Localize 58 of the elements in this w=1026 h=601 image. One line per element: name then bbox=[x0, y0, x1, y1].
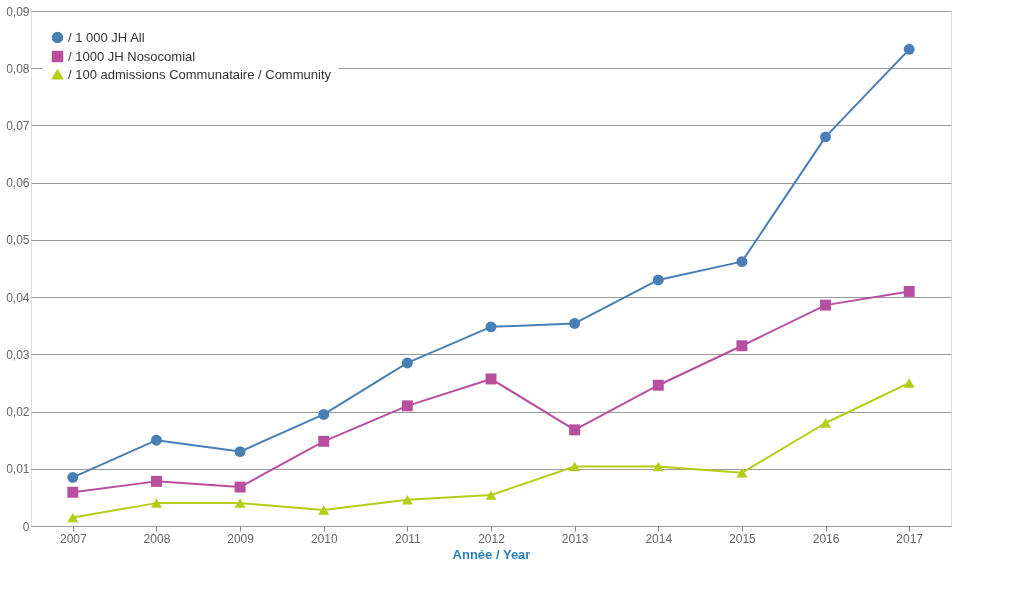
point bbox=[150, 498, 162, 508]
point bbox=[903, 285, 915, 297]
y-tick-label: 0,09 bbox=[6, 4, 30, 19]
x-tick-label: 2012 bbox=[478, 531, 506, 546]
point bbox=[401, 357, 413, 369]
point bbox=[485, 321, 497, 333]
point bbox=[318, 408, 330, 420]
x-tick-label: 2011 bbox=[394, 531, 422, 546]
x-tick-label: 2015 bbox=[729, 531, 757, 546]
point bbox=[652, 379, 664, 391]
x-tick-label: 2013 bbox=[561, 531, 589, 546]
legend-label: / 1 000 JH All bbox=[68, 29, 145, 45]
point bbox=[485, 490, 497, 500]
point bbox=[903, 378, 915, 388]
point bbox=[820, 131, 832, 143]
point bbox=[569, 424, 581, 436]
y-tick-label: 0,01 bbox=[6, 462, 30, 477]
point bbox=[150, 475, 162, 487]
point bbox=[67, 471, 79, 483]
point bbox=[234, 446, 246, 458]
y-tick-label: 0,06 bbox=[6, 176, 30, 191]
x-tick-label: 2008 bbox=[143, 531, 171, 546]
y-tick-label: 0,08 bbox=[6, 61, 30, 76]
x-tick-label: 2009 bbox=[227, 531, 255, 546]
point bbox=[318, 435, 330, 447]
y-tick-label: 0 bbox=[22, 519, 30, 534]
point bbox=[736, 468, 748, 478]
y-tick-label: 0,05 bbox=[6, 233, 30, 248]
x-tick-label: 2007 bbox=[59, 531, 87, 546]
point bbox=[736, 256, 748, 268]
x-tick-label: 2016 bbox=[812, 531, 840, 546]
y-tick-label: 0,04 bbox=[6, 290, 30, 305]
x-tick-label: 2010 bbox=[310, 531, 338, 546]
legend-label: / 100 admissions Communataire / Community bbox=[68, 66, 332, 82]
point bbox=[67, 512, 79, 523]
y-tick-label: 0,03 bbox=[6, 347, 30, 362]
point bbox=[318, 505, 330, 515]
y-tick-label: 0,07 bbox=[6, 118, 30, 133]
x-axis-title: Année / Year bbox=[452, 546, 531, 562]
point bbox=[401, 400, 413, 412]
point bbox=[401, 494, 413, 505]
point bbox=[652, 461, 664, 472]
point bbox=[903, 43, 915, 55]
point bbox=[485, 373, 497, 385]
point bbox=[820, 418, 832, 428]
point bbox=[820, 299, 832, 311]
point bbox=[736, 340, 748, 352]
x-tick-label: 2017 bbox=[896, 531, 924, 546]
point bbox=[652, 274, 664, 286]
x-tick-label: 2014 bbox=[645, 531, 673, 546]
y-tick-label: 0,02 bbox=[6, 405, 30, 420]
point bbox=[569, 461, 581, 472]
legend-label: / 1000 JH Nosocomial bbox=[68, 48, 196, 64]
point bbox=[234, 481, 246, 493]
point bbox=[150, 434, 162, 446]
point bbox=[67, 486, 79, 498]
point bbox=[234, 498, 246, 508]
point bbox=[569, 317, 581, 329]
